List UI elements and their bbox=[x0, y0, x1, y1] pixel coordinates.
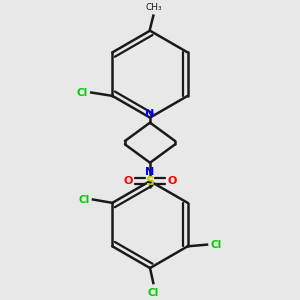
Text: O: O bbox=[167, 176, 176, 186]
Text: N: N bbox=[145, 167, 154, 177]
Text: S: S bbox=[146, 175, 154, 188]
Text: Cl: Cl bbox=[78, 194, 90, 205]
Text: CH₃: CH₃ bbox=[145, 3, 162, 12]
Text: Cl: Cl bbox=[148, 288, 159, 298]
Text: N: N bbox=[145, 109, 154, 118]
Text: Cl: Cl bbox=[210, 240, 222, 250]
Text: Cl: Cl bbox=[76, 88, 88, 98]
Text: O: O bbox=[124, 176, 133, 186]
